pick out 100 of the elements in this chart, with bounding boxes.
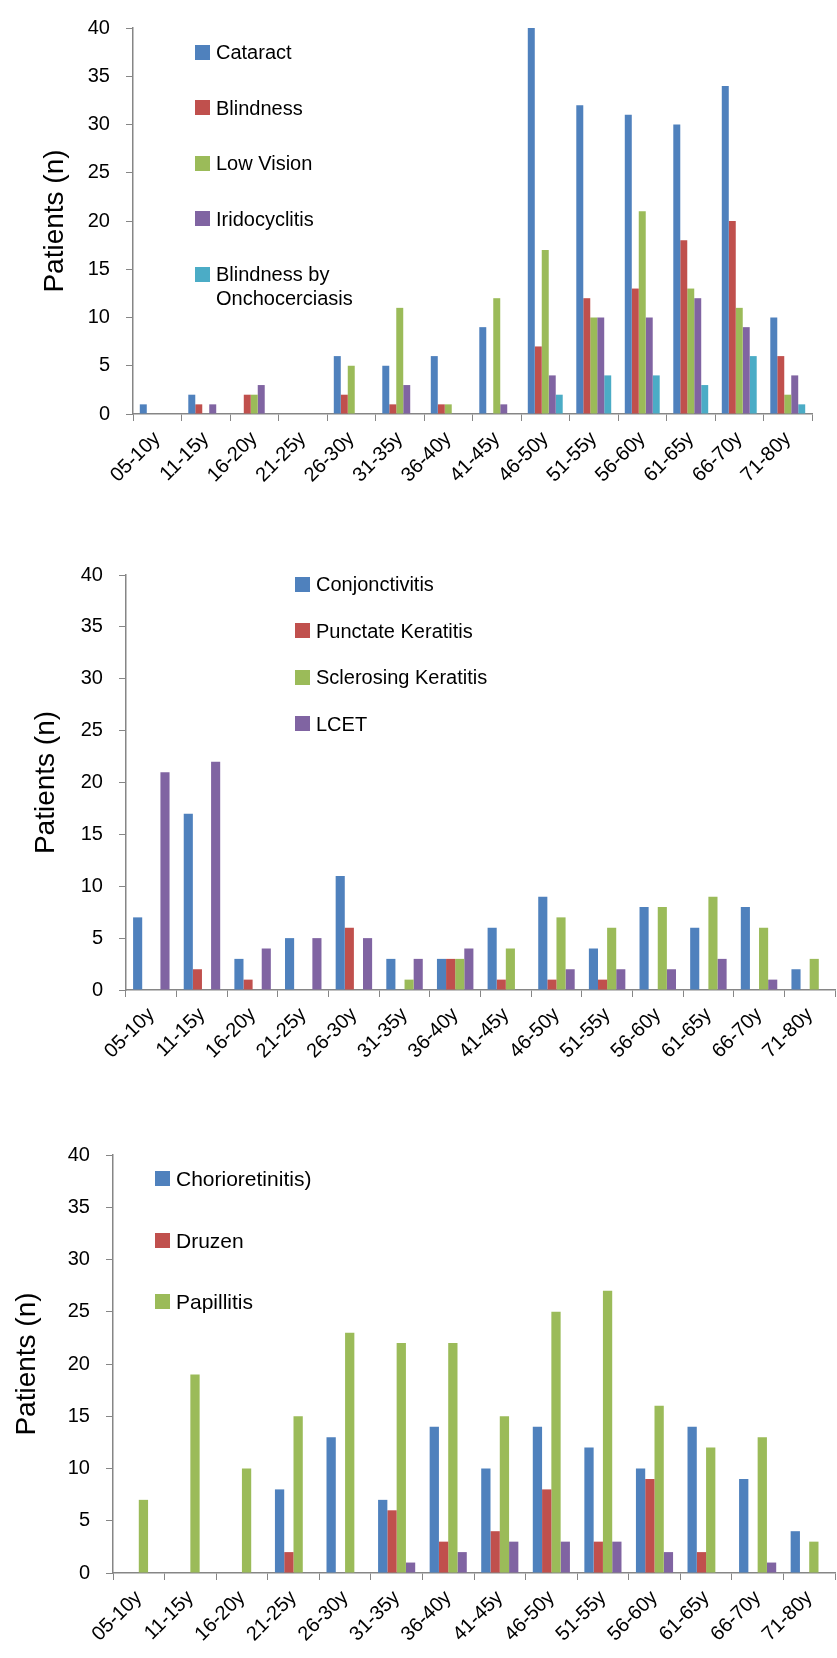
bar [706,1447,716,1573]
bar [261,948,271,990]
bar [777,356,785,414]
bar [389,404,397,414]
bar [742,327,750,414]
y-axis-title: Patients (n) [37,149,69,293]
bar [768,979,778,990]
bar [437,404,445,414]
y-tick-label: 20 [87,208,110,231]
bar [250,394,258,414]
bar [791,375,799,414]
bar [770,317,778,414]
bar [455,958,465,990]
legend-label: Conjonctivitis [316,572,434,596]
bar [499,1416,510,1573]
y-tick-label: 35 [80,614,103,637]
y-tick-label: 30 [87,112,110,135]
y-tick-label: 15 [67,1403,90,1426]
bar [551,1311,561,1573]
y-tick-label: 10 [87,305,110,328]
bar [138,1499,149,1573]
bar [312,938,322,990]
bar [791,969,801,990]
bar [241,1468,252,1573]
bar [243,979,253,990]
bar [436,958,447,990]
bar [505,948,515,990]
bar [657,907,667,990]
bar [635,1468,646,1573]
legend-label: Druzen [176,1227,244,1253]
bar [285,938,295,990]
y-tick-label: 25 [87,160,110,183]
bar [604,375,612,414]
bar [284,1552,294,1573]
y-tick-label: 5 [98,353,110,376]
bar [487,927,497,990]
bar [652,375,660,414]
bar [378,1499,388,1573]
bar [493,298,501,414]
bar [809,1541,819,1573]
legend-label: LCET [316,711,368,736]
bar [438,1541,449,1573]
y-tick-label: 15 [80,821,103,844]
legend-label: Cataract [216,40,292,64]
bar [363,938,373,990]
bar [382,365,390,414]
bar [631,288,639,414]
y-axis-title: Patients (n) [28,710,60,855]
bar [654,1405,664,1573]
bar [448,1343,458,1573]
bar [740,907,750,990]
bar [583,298,591,414]
bar [809,958,819,990]
bar [588,948,598,990]
bar [597,979,608,990]
bar [560,1541,570,1573]
legend-label: Blindness [216,95,303,120]
bar [274,1489,285,1573]
bar [133,917,143,990]
y-tick-label: 20 [80,770,103,793]
bar [696,1552,707,1573]
y-tick-label: 10 [67,1456,90,1479]
legend-label: Chorioretinitis) [176,1166,312,1192]
y-tick-label: 40 [80,562,103,585]
bar [798,404,806,414]
y-tick-label: 30 [80,666,103,689]
bar [590,317,598,414]
bar [728,221,736,414]
bar [464,948,474,990]
bar [721,85,729,414]
y-tick-label: 5 [78,1508,90,1531]
bar [687,1426,697,1573]
bar [565,969,575,990]
y-tick-label: 20 [67,1351,90,1374]
bar [344,927,354,990]
y-tick-label: 15 [87,256,110,279]
bar [234,958,244,990]
bar [584,1447,594,1573]
bar [607,927,617,990]
bar [687,288,695,414]
y-tick-label: 30 [67,1247,90,1270]
bar [645,1478,655,1573]
bar [500,404,508,414]
legend-label: Punctate Keratitis [316,618,473,643]
bar [759,927,769,990]
bar [766,1562,777,1573]
bar [541,249,549,414]
bar [183,813,193,990]
bar [638,211,646,414]
bar [556,917,566,990]
bar [749,356,757,414]
bar [602,1290,613,1573]
bar [717,958,727,990]
legend-label: Iridocyclitis [216,206,314,231]
bar [340,394,348,414]
y-tick-label: 35 [87,63,110,86]
y-tick-label: 0 [98,401,110,424]
bar [624,114,632,414]
bar [538,896,548,990]
bar [333,356,341,414]
